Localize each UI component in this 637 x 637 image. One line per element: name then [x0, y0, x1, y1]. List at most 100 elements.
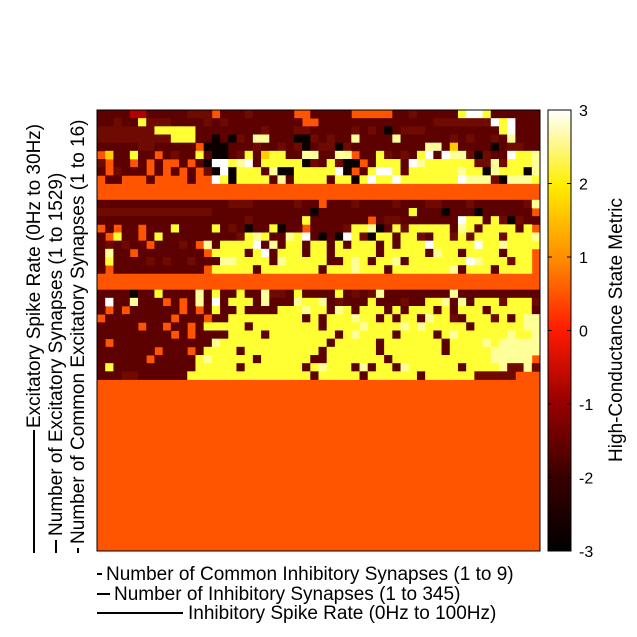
heatmap-cell — [97, 118, 106, 127]
heatmap-cell — [375, 224, 385, 233]
heatmap-cell — [220, 363, 229, 372]
heatmap-cell — [466, 289, 475, 299]
heatmap-cell — [105, 142, 114, 152]
heatmap-cell — [466, 363, 475, 372]
heatmap-cell — [277, 330, 287, 340]
heatmap-cell — [302, 265, 311, 274]
heatmap-cell — [310, 322, 319, 331]
heatmap-cell — [326, 346, 336, 356]
heatmap-cell — [220, 175, 229, 184]
heatmap-cell — [482, 150, 492, 160]
heatmap-cell — [310, 346, 319, 356]
heatmap-cell — [154, 248, 164, 258]
heatmap-cell — [277, 306, 287, 315]
heatmap-cell — [507, 297, 516, 307]
heatmap-cell — [146, 306, 155, 315]
heatmap-cell — [310, 306, 319, 315]
heatmap-cell — [367, 224, 377, 233]
heatmap-cell — [416, 363, 426, 372]
heatmap-cell — [285, 355, 295, 364]
heatmap-cell — [384, 224, 393, 233]
heatmap-cell — [146, 134, 155, 144]
heatmap-cell — [351, 208, 360, 217]
heatmap-cell — [138, 338, 147, 348]
heatmap-cell — [466, 306, 475, 315]
heatmap-cell — [236, 208, 246, 217]
heatmap-cell — [105, 208, 114, 217]
heatmap-cell — [466, 257, 475, 266]
heatmap-cell — [154, 134, 164, 144]
heatmap-cell — [523, 134, 533, 144]
heatmap-cell — [474, 134, 483, 144]
heatmap-cell — [515, 134, 524, 144]
heatmap-cell — [392, 322, 401, 331]
heatmap-cell — [392, 306, 401, 315]
heatmap-cell — [113, 110, 123, 119]
heatmap-cell — [367, 289, 377, 299]
heatmap-cell — [97, 216, 106, 225]
heatmap-cell — [326, 126, 336, 135]
heatmap-cell — [220, 142, 229, 152]
heatmap-cell — [400, 240, 410, 250]
heatmap-cell — [129, 257, 139, 266]
heatmap-cell — [343, 322, 352, 331]
heatmap-cell — [326, 355, 336, 364]
heatmap-cell — [326, 314, 336, 323]
heatmap-cell — [261, 314, 270, 323]
heatmap-cell — [449, 232, 459, 242]
heatmap-cell — [162, 240, 172, 250]
heatmap-cell — [351, 330, 360, 340]
heatmap-cell — [220, 346, 229, 356]
heatmap-cell — [162, 265, 172, 274]
heatmap-cell — [343, 159, 352, 168]
heatmap-cell — [269, 314, 278, 323]
heatmap-cell — [269, 240, 278, 250]
heatmap-cell — [416, 248, 426, 258]
heatmap-cell — [138, 208, 147, 217]
heatmap-cell — [507, 142, 516, 152]
heatmap-cell — [416, 338, 426, 348]
heatmap-cell — [203, 208, 213, 217]
heatmap-cell — [441, 216, 451, 225]
heatmap-cell — [138, 134, 147, 144]
heatmap-cell — [170, 216, 180, 225]
heatmap-cell — [228, 338, 237, 348]
heatmap-cell — [343, 110, 352, 119]
heatmap-cell — [482, 314, 492, 323]
heatmap-cell — [457, 134, 467, 144]
heatmap-cell — [515, 314, 524, 323]
heatmap-cell — [498, 371, 508, 380]
heatmap-cell — [285, 167, 295, 176]
heatmap-cell — [179, 248, 188, 258]
heatmap-cell — [490, 134, 500, 144]
heatmap-cell — [277, 224, 287, 233]
heatmap-cell — [433, 240, 442, 250]
heatmap-cell — [277, 322, 287, 331]
heatmap-cell — [105, 248, 114, 258]
heatmap-cell — [179, 322, 188, 331]
heatmap-cell — [515, 240, 524, 250]
heatmap-cell — [129, 289, 139, 299]
heatmap-cell — [425, 199, 434, 209]
heatmap-cell — [474, 257, 483, 266]
heatmap-cell — [277, 371, 287, 380]
heatmap-cell — [498, 314, 508, 323]
heatmap-cell — [138, 289, 147, 299]
heatmap-cell — [179, 150, 188, 160]
heatmap-cell — [449, 175, 459, 184]
heatmap-cell — [326, 134, 336, 144]
heatmap-cell — [236, 175, 246, 184]
heatmap-cell — [384, 338, 393, 348]
heatmap-cell — [507, 159, 516, 168]
heatmap-cell — [523, 199, 533, 209]
heatmap-cell — [482, 126, 492, 135]
heatmap-cell — [285, 297, 295, 307]
heatmap-cell — [97, 306, 106, 315]
heatmap-cell — [433, 118, 442, 127]
heatmap-cell — [343, 297, 352, 307]
heatmap-cell — [318, 232, 328, 242]
heatmap-cell — [384, 248, 393, 258]
heatmap-cell — [170, 167, 180, 176]
heatmap-cell — [425, 224, 434, 233]
heatmap-cell — [261, 142, 270, 152]
